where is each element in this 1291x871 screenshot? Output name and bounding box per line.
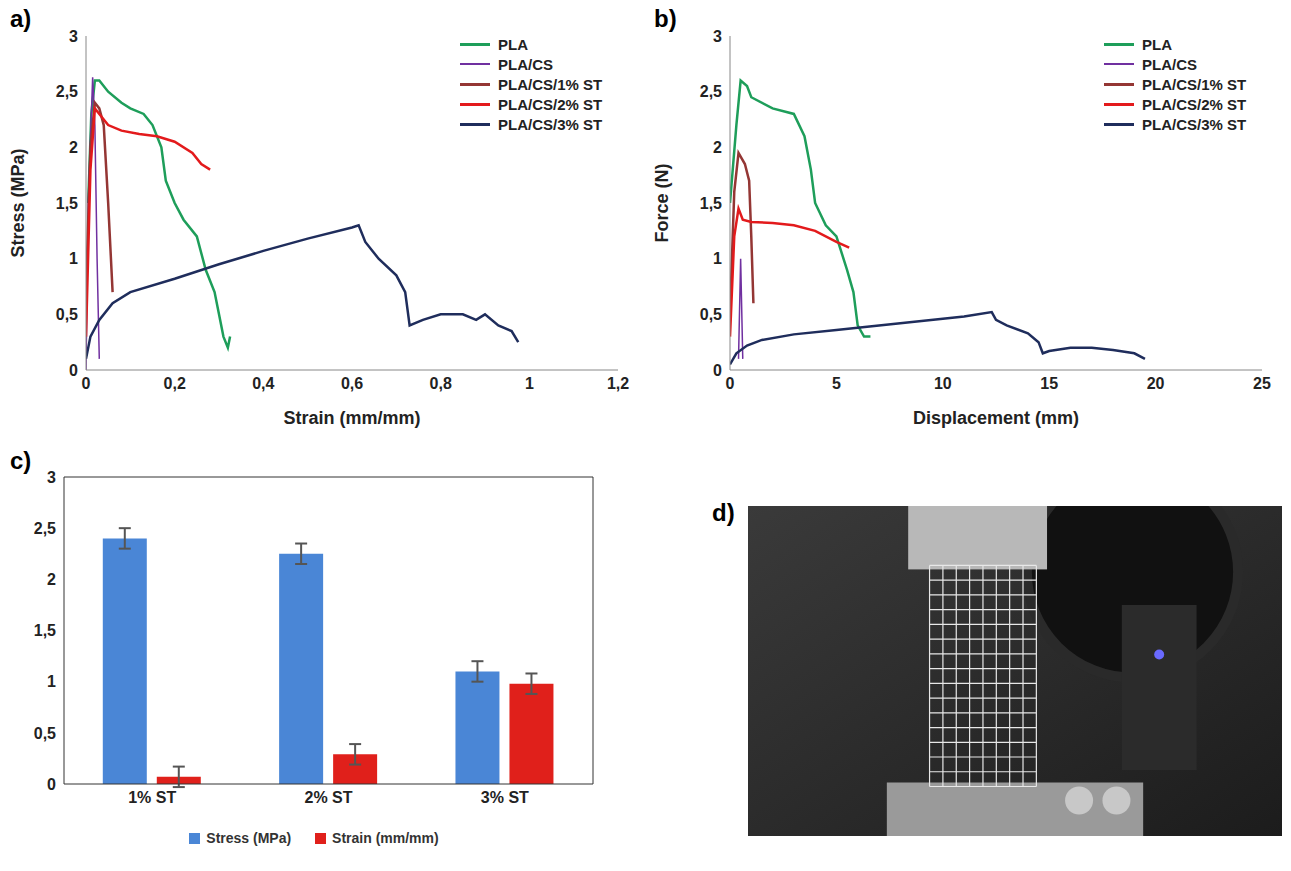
- svg-text:0,5: 0,5: [34, 725, 56, 742]
- html-text:PLA/CS/1% ST: PLA/CS/1% ST: [498, 75, 603, 93]
- html-text:PLA/CS: PLA/CS: [498, 55, 553, 73]
- svg-text:0: 0: [82, 375, 91, 392]
- svg-text:Displacement (mm): Displacement (mm): [913, 408, 1079, 428]
- html-text:d): d): [712, 499, 735, 526]
- svg-text:1,5: 1,5: [700, 195, 722, 212]
- html-text:Strain (mm/mm): Strain (mm/mm): [332, 830, 439, 846]
- svg-text:0,5: 0,5: [56, 306, 78, 323]
- svg-text:Strain (mm/mm): Strain (mm/mm): [283, 408, 420, 428]
- svg-text:1: 1: [525, 375, 534, 392]
- html-text:PLA: PLA: [498, 35, 528, 53]
- html-text:PLA/CS/2% ST: PLA/CS/2% ST: [1142, 95, 1247, 113]
- svg-text:2,5: 2,5: [700, 83, 722, 100]
- svg-text:0,8: 0,8: [430, 375, 452, 392]
- svg-text:2: 2: [713, 139, 722, 156]
- html-text:PLA/CS/1% ST: PLA/CS/1% ST: [1142, 75, 1247, 93]
- html-text:b): b): [654, 5, 677, 32]
- svg-text:3% ST: 3% ST: [481, 789, 529, 806]
- svg-text:25: 25: [1253, 375, 1271, 392]
- html-text:c): c): [10, 447, 32, 474]
- html-text:a): a): [10, 5, 32, 32]
- svg-text:3: 3: [47, 469, 56, 486]
- svg-text:2,5: 2,5: [56, 83, 78, 100]
- html-text:PLA/CS/3% ST: PLA/CS/3% ST: [498, 115, 603, 133]
- svg-text:10: 10: [934, 375, 952, 392]
- svg-text:2,5: 2,5: [34, 520, 56, 537]
- svg-text:3: 3: [69, 28, 78, 45]
- svg-text:0,4: 0,4: [252, 375, 274, 392]
- svg-text:15: 15: [1040, 375, 1058, 392]
- svg-text:Stress (MPa): Stress (MPa): [8, 148, 28, 257]
- svg-text:0,6: 0,6: [341, 375, 363, 392]
- svg-text:0,5: 0,5: [700, 306, 722, 323]
- svg-text:Force (N): Force (N): [652, 163, 672, 242]
- svg-text:2: 2: [69, 139, 78, 156]
- svg-text:3: 3: [713, 28, 722, 45]
- html-text:PLA/CS/3% ST: PLA/CS/3% ST: [1142, 115, 1247, 133]
- svg-text:2: 2: [47, 571, 56, 588]
- svg-text:0: 0: [726, 375, 735, 392]
- svg-text:2% ST: 2% ST: [304, 789, 352, 806]
- html-text:PLA/CS/2% ST: PLA/CS/2% ST: [498, 95, 603, 113]
- svg-text:1: 1: [713, 250, 722, 267]
- svg-text:0: 0: [69, 362, 78, 379]
- svg-text:5: 5: [832, 375, 841, 392]
- svg-text:1,5: 1,5: [56, 195, 78, 212]
- html-text:PLA: PLA: [1142, 35, 1172, 53]
- html-text:PLA/CS: PLA/CS: [1142, 55, 1197, 73]
- svg-text:1: 1: [47, 673, 56, 690]
- svg-text:1: 1: [69, 250, 78, 267]
- svg-text:0: 0: [47, 776, 56, 793]
- svg-text:1,5: 1,5: [34, 622, 56, 639]
- html-text:Stress (MPa): Stress (MPa): [206, 830, 292, 846]
- svg-text:20: 20: [1147, 375, 1165, 392]
- svg-text:1% ST: 1% ST: [128, 789, 176, 806]
- svg-text:0: 0: [713, 362, 722, 379]
- svg-text:1,2: 1,2: [607, 375, 629, 392]
- svg-text:0,2: 0,2: [164, 375, 186, 392]
